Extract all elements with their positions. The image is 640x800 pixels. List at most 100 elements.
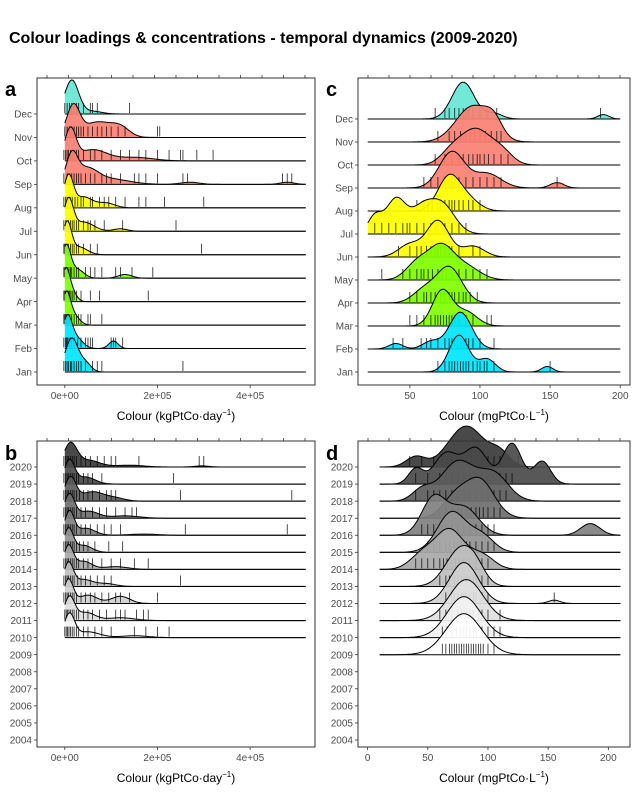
y-tick-label: 2015 <box>10 548 33 559</box>
ridge-fill-Oct <box>64 126 306 161</box>
y-tick-label: 2016 <box>10 531 33 542</box>
ridge-fill-Jan <box>64 338 306 372</box>
y-tick-label: May <box>334 276 353 287</box>
y-tick-label: 2009 <box>331 650 354 661</box>
ridge-2009 <box>379 613 621 656</box>
y-tick-label: 2007 <box>331 684 354 695</box>
x-tick-label: 150 <box>540 753 557 764</box>
y-tick-label: Jul <box>340 230 353 241</box>
x-tick-label: 0 <box>365 753 371 764</box>
panel-a: a Dec Nov Oct Sep Aug Jul Jun May Apr Mar Feb Jan 0e+… <box>5 75 316 423</box>
y-tick-label: Mar <box>15 321 33 332</box>
y-tick-label: 2007 <box>10 684 33 695</box>
ridge-fill-2013 <box>64 561 306 587</box>
y-tick-label: 2013 <box>331 582 354 593</box>
ridge-fill-2010 <box>379 596 621 638</box>
y-tick-label: 2020 <box>10 463 33 474</box>
x-axis-title: Colour (kgPtCo·day−1) <box>117 770 236 785</box>
y-tick-label: 2014 <box>10 565 33 576</box>
x-tick-label: 0e+00 <box>51 753 80 764</box>
y-tick-label: Jul <box>19 227 32 238</box>
y-tick-label: Mar <box>336 322 354 333</box>
ridge-Oct <box>367 127 621 166</box>
y-tick-label: 2006 <box>331 702 354 713</box>
panel-frame-b <box>36 440 316 748</box>
y-tick-label: Oct <box>16 157 32 168</box>
y-tick-label: Nov <box>14 133 32 144</box>
y-tick-label: 2016 <box>331 531 354 542</box>
y-tick-label: 2019 <box>10 480 33 491</box>
ridge-Feb <box>63 313 306 350</box>
x-tick-label: 2e+05 <box>143 391 172 402</box>
x-axis-title: Colour (mgPtCo·L−1) <box>439 770 549 785</box>
ridge-fill-2011 <box>64 595 306 621</box>
ridge-fill-2015 <box>64 527 306 553</box>
x-tick-label: 100 <box>480 753 497 764</box>
ridge-fill-2014 <box>64 544 306 570</box>
y-tick-label: 2010 <box>10 633 33 644</box>
y-tick-label: Oct <box>337 161 353 172</box>
x-tick-label: 4e+05 <box>236 391 265 402</box>
panel-frame-d <box>357 440 631 748</box>
ridge-fill-Dec <box>64 80 306 114</box>
ridge-May <box>367 242 621 281</box>
panel-letter-b: b <box>5 443 17 465</box>
y-tick-label: 2008 <box>10 667 33 678</box>
y-tick-label: 2020 <box>331 463 354 474</box>
ridge-fill-2010 <box>64 612 306 638</box>
ridge-Jan <box>367 334 621 373</box>
x-tick-label: 100 <box>472 391 489 402</box>
y-tick-label: Nov <box>335 138 353 149</box>
y-tick-label: Jun <box>337 253 353 264</box>
x-tick-label: 0e+00 <box>51 391 80 402</box>
panel-frame-c <box>357 77 631 386</box>
panels-group: a Dec Nov Oct Sep Aug Jul Jun May Apr Mar Feb Jan 0e+… <box>5 75 631 785</box>
ridge-2014 <box>63 544 306 570</box>
y-tick-label: 2018 <box>331 497 354 508</box>
ridge-fill-2020 <box>64 442 306 467</box>
ridge-fill-Nov <box>367 105 621 142</box>
ridge-fill-Sep <box>64 150 306 185</box>
x-tick-label: 50 <box>422 753 434 764</box>
ridge-fill-2019 <box>64 459 306 485</box>
ridge-fill-2018 <box>64 476 306 502</box>
x-tick-label: 2e+05 <box>143 753 172 764</box>
y-tick-label: Feb <box>15 344 33 355</box>
ridge-2017 <box>63 492 306 519</box>
y-tick-label: 2005 <box>331 719 354 730</box>
y-tick-label: Jun <box>16 250 32 261</box>
y-tick-label: Dec <box>335 115 353 126</box>
ridge-fill-Oct <box>367 128 621 165</box>
y-tick-label: 2012 <box>10 599 33 610</box>
y-tick-label: 2009 <box>10 650 33 661</box>
x-tick-label: 200 <box>600 753 617 764</box>
panel-letter-c: c <box>326 79 337 101</box>
y-tick-label: 2004 <box>10 736 33 747</box>
y-tick-label: Feb <box>336 345 354 356</box>
panel-letter-a: a <box>5 79 17 101</box>
x-tick-label: 150 <box>542 391 559 402</box>
panel-frame-a <box>36 77 316 386</box>
y-tick-label: 2011 <box>331 616 353 627</box>
ridge-fill-2016 <box>64 510 306 536</box>
y-tick-label: 2010 <box>331 633 354 644</box>
ridge-Aug <box>63 173 306 209</box>
y-tick-label: 2017 <box>10 514 33 525</box>
x-axis-title: Colour (kgPtCo·day−1) <box>117 408 236 423</box>
y-tick-label: Jan <box>16 368 32 379</box>
y-tick-label: 2011 <box>10 616 32 627</box>
x-tick-label: 50 <box>404 391 416 402</box>
y-tick-label: 2014 <box>331 565 354 576</box>
y-tick-label: 2019 <box>331 480 354 491</box>
y-tick-label: 2015 <box>331 548 354 559</box>
y-tick-label: 2017 <box>331 514 354 525</box>
panel-letter-d: d <box>326 443 338 465</box>
x-tick-label: 200 <box>612 391 629 402</box>
ridge-2020 <box>63 441 306 468</box>
y-tick-label: 2013 <box>10 582 33 593</box>
ridge-fill-May <box>367 243 621 280</box>
y-tick-label: 2004 <box>331 736 354 747</box>
y-tick-label: Apr <box>337 299 353 310</box>
figure-title: Colour loadings & concentrations - tempo… <box>9 30 518 47</box>
